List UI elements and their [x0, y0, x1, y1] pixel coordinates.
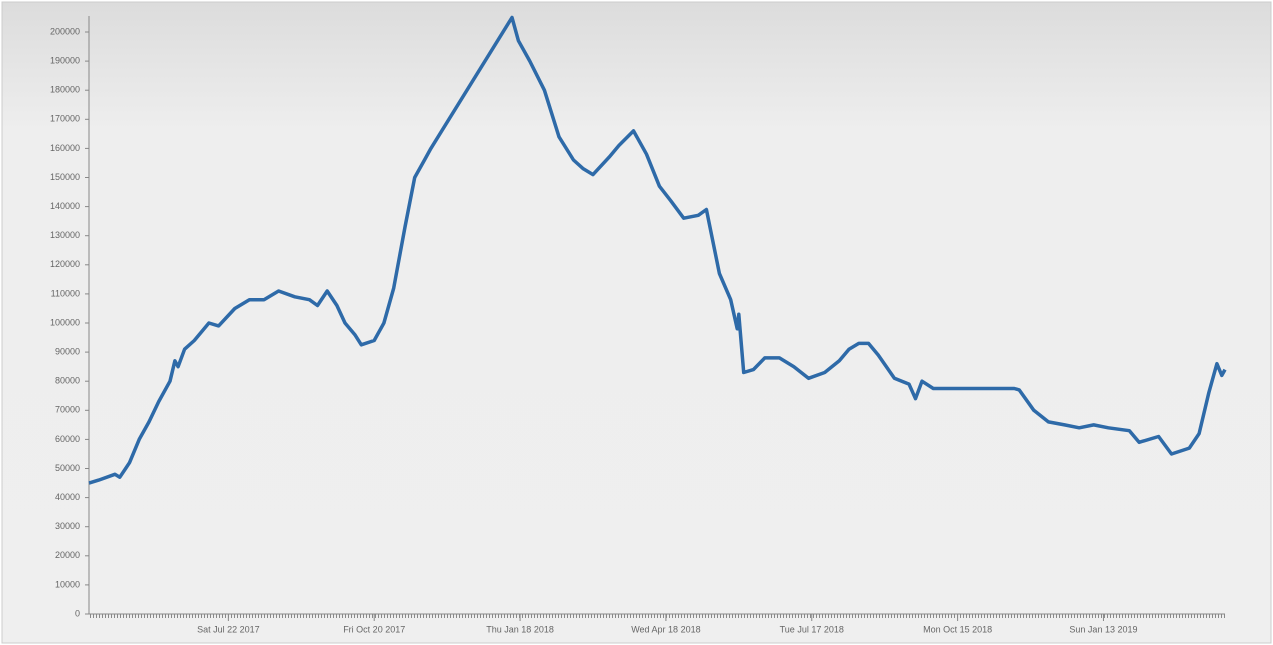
y-tick-label: 170000: [50, 114, 80, 124]
y-tick-label: 190000: [50, 55, 80, 65]
y-tick-label: 60000: [55, 434, 80, 444]
y-tick-label: 150000: [50, 172, 80, 182]
y-tick-label: 80000: [55, 376, 80, 386]
x-tick-label: Wed Apr 18 2018: [631, 624, 700, 634]
y-tick-label: 30000: [55, 521, 80, 531]
y-tick-label: 180000: [50, 85, 80, 95]
y-tick-label: 90000: [55, 346, 80, 356]
y-tick-label: 10000: [55, 579, 80, 589]
y-tick-label: 130000: [50, 230, 80, 240]
y-tick-label: 110000: [51, 288, 80, 298]
x-tick-label: Thu Jan 18 2018: [486, 624, 554, 634]
y-tick-label: 120000: [50, 259, 80, 269]
x-tick-label: Tue Jul 17 2018: [780, 624, 844, 634]
y-tick-label: 20000: [55, 550, 80, 560]
x-tick-label: Fri Oct 20 2017: [343, 624, 405, 634]
y-tick-label: 70000: [55, 405, 80, 415]
x-tick-label: Sun Jan 13 2019: [1069, 624, 1137, 634]
y-tick-label: 100000: [50, 317, 80, 327]
y-tick-label: 40000: [55, 492, 80, 502]
minor-ticks: [89, 614, 1225, 618]
line: [88, 15, 1227, 485]
y-tick-label: 50000: [55, 463, 80, 473]
x-tick-label: Mon Oct 15 2018: [923, 624, 992, 634]
x-tick-label: Sat Jul 22 2017: [197, 624, 260, 634]
y-tick-label: 160000: [50, 143, 80, 153]
y-tick-label: 200000: [50, 26, 80, 36]
y-tick-label: 140000: [50, 201, 80, 211]
y-tick-label: 0: [75, 608, 80, 618]
